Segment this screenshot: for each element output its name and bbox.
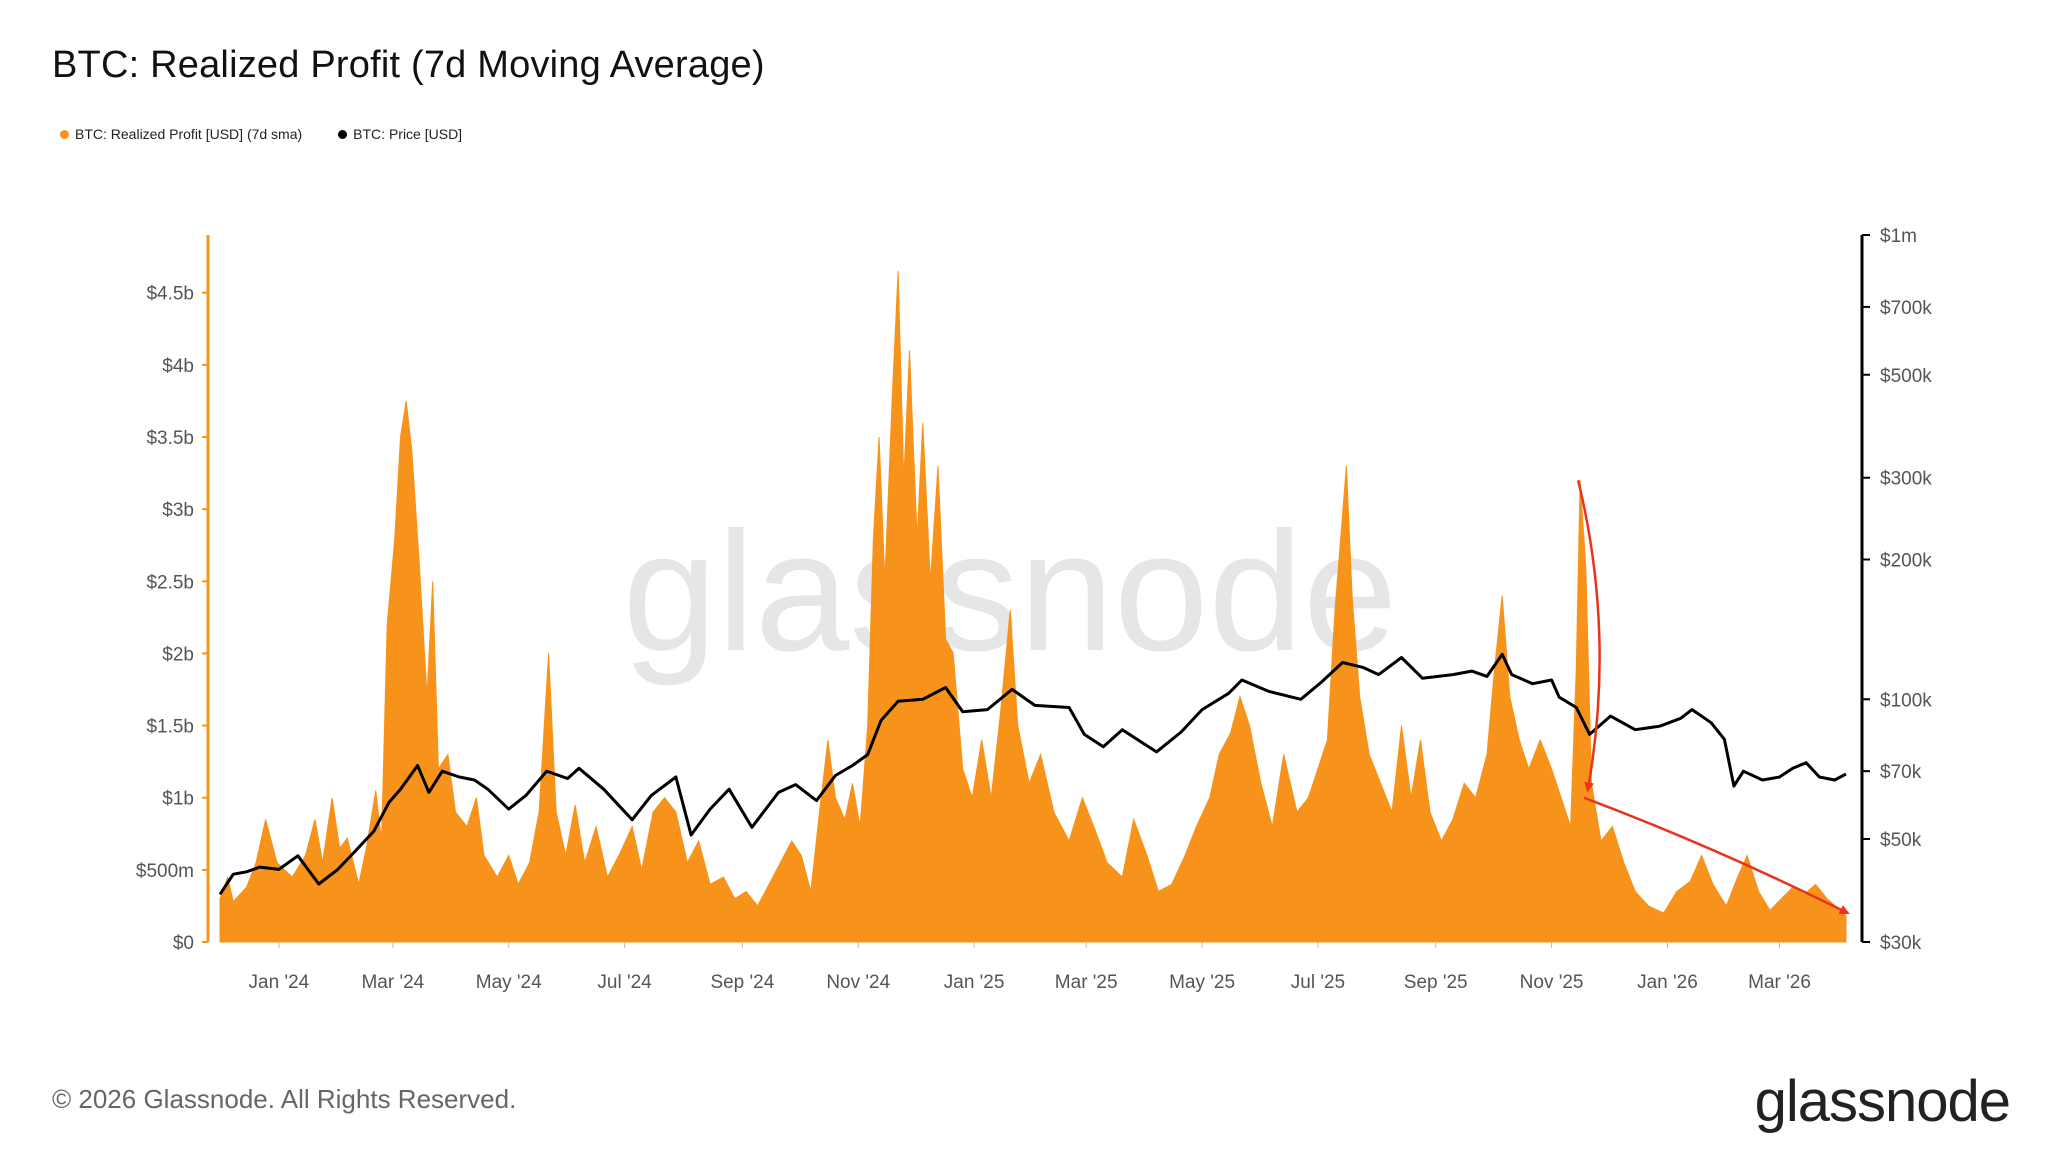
left-tick-label: $4b [162,356,194,377]
right-tick-label: $700k [1880,298,1932,319]
price-line [218,652,1847,896]
left-tick-label: $1.5b [146,717,194,738]
x-tick-label: Mar '25 [1055,972,1118,993]
right-tick-label: $200k [1880,550,1932,571]
x-axis-ticks: Jan '24 Mar '24 May '24 Jul '24 Sep '24 Nov '… [249,942,1811,993]
annotation-arrow-2 [1583,796,1850,915]
legend-label-price: BTC: Price [USD] [353,126,463,142]
x-tick-label: Mar '24 [361,972,424,993]
right-tick-label: $100k [1880,690,1932,711]
annotation-arrow-1 [1576,479,1601,793]
x-tick-label: Sep '24 [710,972,774,993]
left-tick-label: $0 [173,933,194,954]
x-tick-label: Jul '25 [1291,972,1345,993]
x-tick-label: Jan '25 [944,972,1005,993]
left-axis-ticks: $0 $500m $1b $1.5b $2b $2.5b $3b $3.5b $4b $4.5b [136,284,208,954]
chart-title: BTC: Realized Profit (7d Moving Average) [52,44,765,86]
left-tick-label: $2b [162,644,194,665]
right-tick-label: $30k [1880,933,1922,954]
x-tick-label: May '25 [1169,972,1235,993]
annotation-arrows [1576,479,1850,915]
chart-legend: BTC: Realized Profit [USD] (7d sma) BTC:… [60,126,462,142]
legend-label-realized-profit: BTC: Realized Profit [USD] (7d sma) [75,126,303,142]
axes [206,235,1864,942]
right-tick-label: $1m [1880,226,1917,247]
realized-profit-area [219,271,1847,943]
x-tick-label: Nov '25 [1520,972,1584,993]
legend-item-price[interactable]: BTC: Price [USD] [338,126,462,142]
glassnode-logo[interactable]: glassnode [1754,1069,2011,1134]
x-tick-label: May '24 [476,972,542,993]
left-tick-label: $3.5b [146,428,194,449]
x-tick-label: Sep '25 [1404,972,1468,993]
x-tick-label: Nov '24 [826,972,890,993]
right-tick-label: $500k [1880,366,1932,387]
legend-item-realized-profit[interactable]: BTC: Realized Profit [USD] (7d sma) [60,126,302,142]
copyright-text: © 2026 Glassnode. All Rights Reserved. [52,1084,517,1114]
realized-profit-area-series [219,271,1847,943]
x-tick-label: Jul '24 [597,972,652,993]
x-tick-label: Jan '26 [1637,972,1698,993]
right-tick-label: $300k [1880,469,1932,490]
right-axis-ticks: $30k $50k $70k $100k $200k $300k $500k $700k $1m [1862,226,1932,954]
left-tick-label: $2.5b [146,572,194,593]
left-tick-label: $3b [162,500,194,521]
price-line-series [218,652,1847,896]
left-tick-label: $4.5b [146,284,194,305]
right-tick-label: $50k [1880,830,1922,851]
x-tick-label: Jan '24 [249,972,310,993]
legend-dot-orange-icon [60,129,69,139]
right-tick-label: $70k [1880,762,1922,783]
x-tick-label: Mar '26 [1748,972,1811,993]
left-tick-label: $500m [136,861,194,882]
legend-dot-black-icon [338,129,348,139]
left-tick-label: $1b [162,789,194,810]
